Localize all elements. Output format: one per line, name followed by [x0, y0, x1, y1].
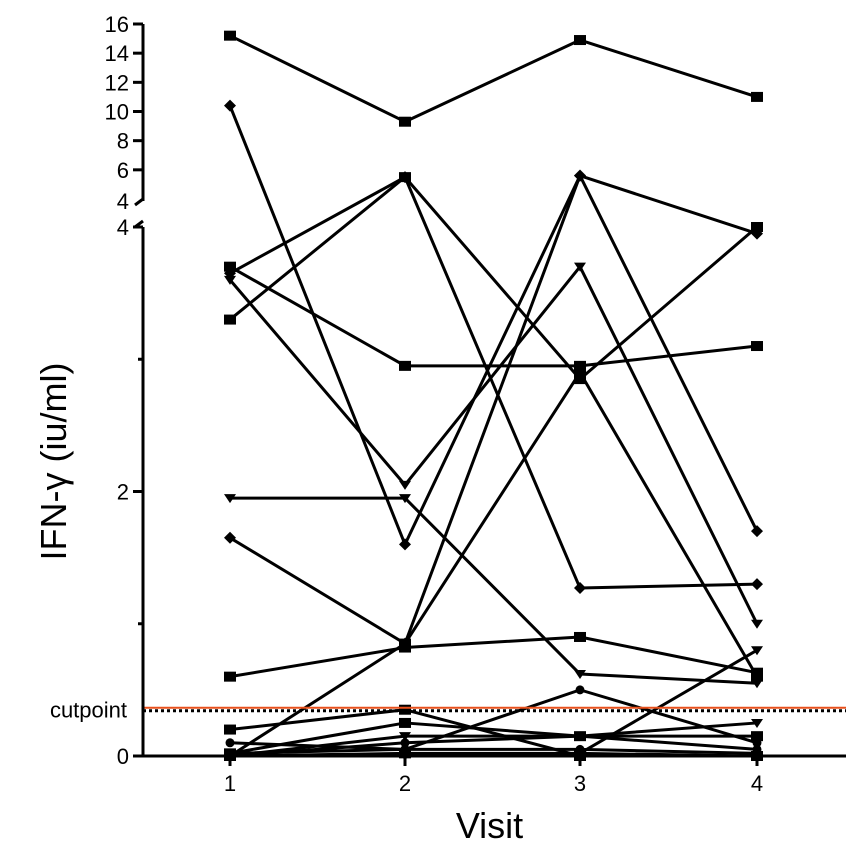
data-point-triangle — [399, 732, 411, 742]
y-tick-label: 6 — [117, 158, 129, 183]
series-6 — [224, 262, 763, 629]
series-2 — [224, 99, 763, 551]
y-tick-label: 4 — [117, 215, 129, 240]
data-point-triangle — [751, 718, 763, 728]
data-point-square — [574, 367, 586, 378]
series-line — [229, 721, 757, 755]
data-point-triangle — [399, 494, 411, 504]
series-line — [229, 174, 758, 646]
data-point-triangle — [574, 670, 586, 680]
data-point-diamond — [574, 582, 586, 595]
y-tick-label: 12 — [105, 70, 129, 95]
series-9 — [224, 631, 763, 682]
series-line — [229, 370, 759, 758]
data-point-square — [399, 116, 411, 127]
series-5 — [224, 261, 763, 371]
data-point-circle — [400, 738, 410, 748]
series-line — [229, 175, 758, 590]
series-1 — [224, 30, 763, 127]
data-point-square — [574, 360, 586, 371]
y-tick-label: 8 — [117, 129, 129, 154]
data-point-triangle — [224, 275, 236, 285]
series-8 — [224, 494, 763, 689]
y-tick-label: 10 — [105, 100, 129, 125]
data-point-circle — [400, 744, 410, 754]
data-point-diamond — [751, 525, 763, 538]
series-line — [230, 496, 758, 685]
y-tick-label: 14 — [105, 41, 129, 66]
series-7 — [224, 169, 763, 650]
y-tick-label: 16 — [105, 12, 129, 37]
data-point-square — [224, 261, 236, 272]
x-tick-label: 4 — [751, 771, 763, 796]
data-point-square — [224, 30, 236, 41]
x-tick-label: 2 — [399, 771, 411, 796]
data-point-square — [751, 341, 763, 352]
label-layer: Visit IFN-γ (iu/ml) cutpoint — [33, 363, 523, 846]
series-10 — [224, 367, 763, 761]
data-point-diamond — [399, 171, 411, 184]
data-point-square — [224, 314, 236, 325]
data-point-triangle — [574, 749, 586, 759]
series-line — [229, 635, 758, 679]
data-point-square — [751, 91, 763, 102]
data-point-square — [399, 360, 411, 371]
data-point-circle — [575, 731, 585, 741]
x-axis-title: Visit — [456, 805, 523, 846]
data-point-circle — [575, 685, 585, 695]
x-tick-label: 3 — [574, 771, 586, 796]
data-point-diamond — [399, 538, 411, 551]
series-line — [229, 721, 758, 758]
data-point-square — [224, 724, 236, 735]
cutpoint-label: cutpoint — [50, 698, 127, 723]
data-point-square — [574, 631, 586, 642]
axis-break-mark — [134, 197, 144, 207]
series-line — [229, 265, 758, 368]
data-point-square — [399, 638, 411, 649]
data-point-triangle — [574, 262, 586, 272]
data-point-triangle — [224, 494, 236, 504]
data-point-circle — [225, 738, 235, 748]
data-point-square — [574, 374, 586, 385]
data-point-square — [751, 222, 763, 232]
data-point-diamond — [751, 578, 763, 591]
data-point-diamond — [574, 169, 586, 182]
series-line — [229, 747, 758, 755]
data-point-square — [399, 704, 411, 715]
data-point-diamond — [224, 531, 236, 544]
x-tick-label: 1 — [224, 771, 236, 796]
series-line — [228, 265, 759, 625]
data-point-triangle — [399, 480, 411, 490]
y-tick-label: 4 — [117, 189, 129, 214]
data-point-diamond — [751, 227, 763, 240]
data-point-square — [224, 671, 236, 682]
y-tick-label: 0 — [117, 744, 129, 769]
data-point-square — [751, 671, 763, 682]
series-layer — [224, 30, 763, 761]
y-tick-label: 2 — [117, 480, 129, 505]
series-line — [229, 175, 758, 381]
series-line — [229, 34, 758, 124]
data-point-square — [399, 717, 411, 728]
data-point-triangle — [751, 619, 763, 629]
series-line — [228, 105, 759, 546]
data-point-diamond — [224, 99, 236, 112]
series-3 — [224, 172, 763, 385]
y-axis-title: IFN-γ (iu/ml) — [33, 363, 74, 561]
data-point-triangle — [751, 646, 763, 656]
data-point-square — [751, 731, 763, 742]
series-line — [229, 734, 758, 758]
data-point-square — [574, 35, 586, 46]
